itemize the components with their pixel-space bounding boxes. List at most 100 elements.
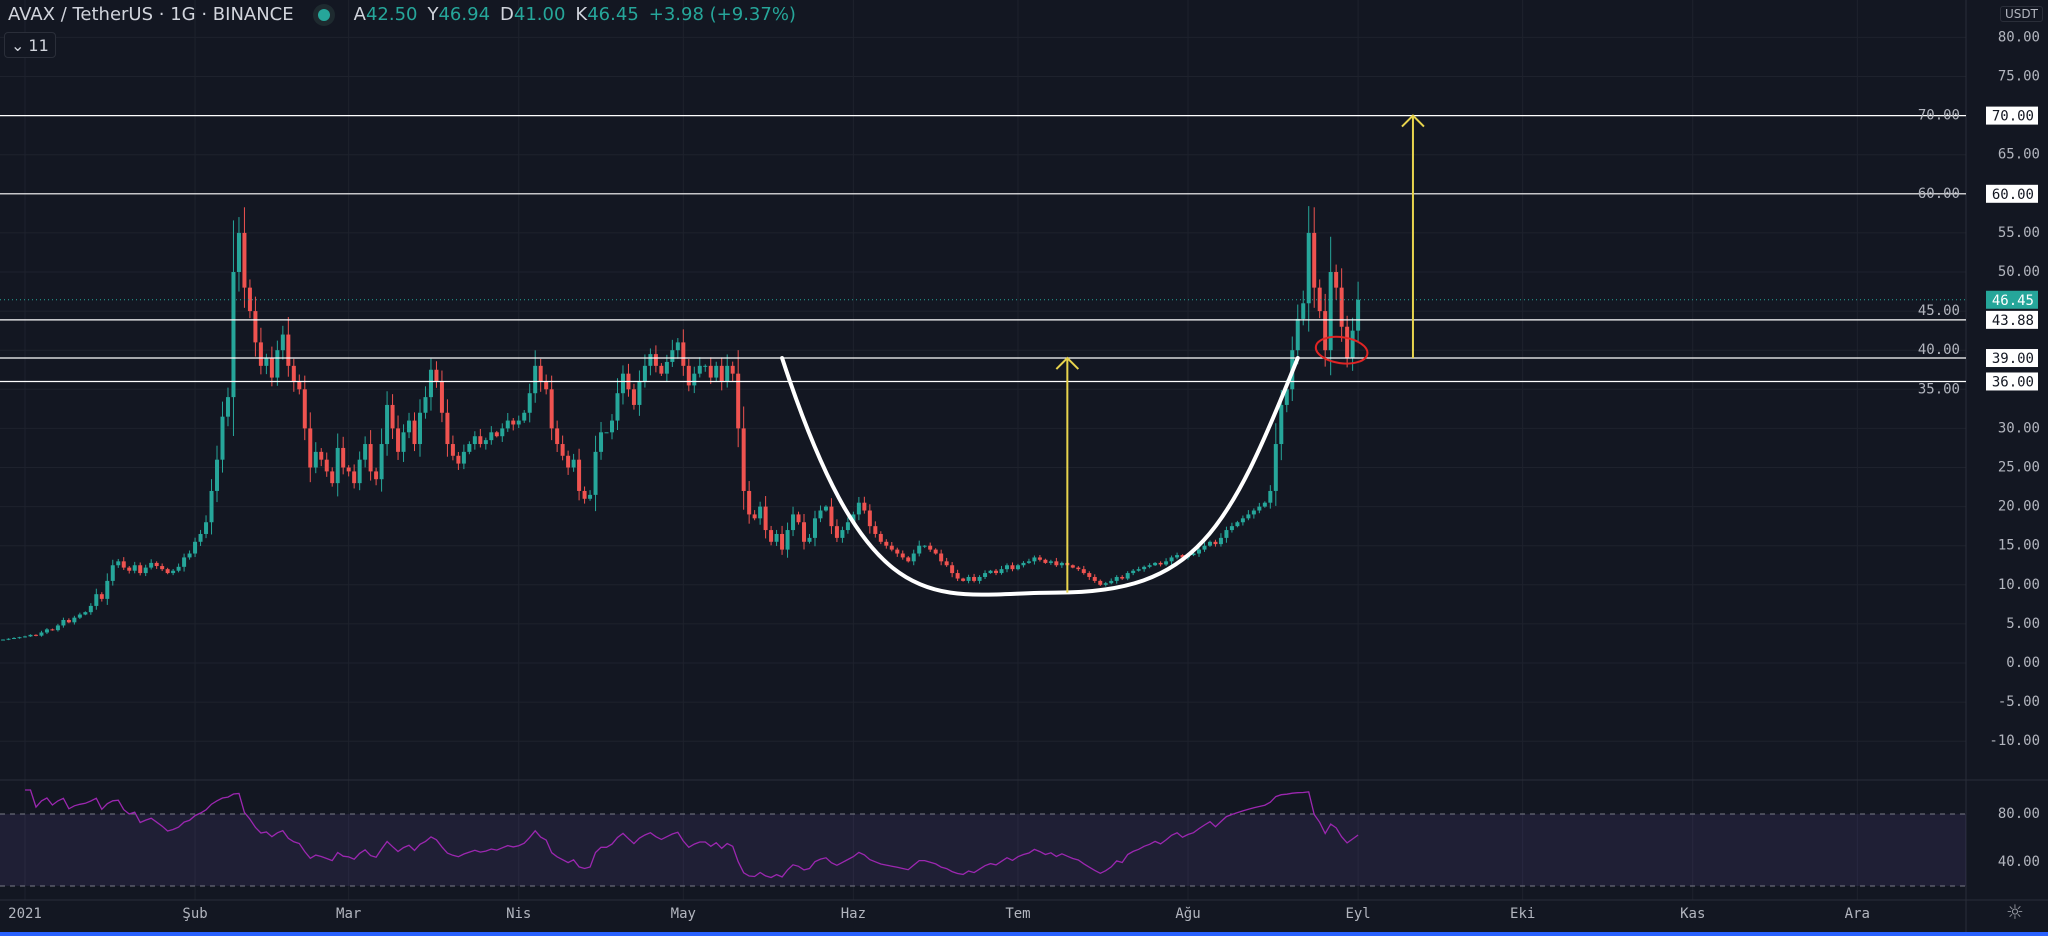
candle-down xyxy=(1345,326,1350,359)
candle-down xyxy=(165,569,170,574)
candle-up xyxy=(615,393,620,421)
candle-down xyxy=(544,381,549,390)
price-tick-label: 45.00 xyxy=(1918,303,1960,319)
time-tick-label: Tem xyxy=(1005,906,1030,922)
candle-up xyxy=(88,605,93,613)
candle-up xyxy=(620,373,625,394)
level-price-badge xyxy=(1986,349,2038,368)
candle-up xyxy=(856,502,861,515)
candle-up xyxy=(280,334,285,351)
candle-up xyxy=(83,612,88,615)
candle-down xyxy=(1098,580,1103,585)
candle-up xyxy=(522,412,527,421)
price-tick-label: 60.00 xyxy=(1918,186,1960,202)
candle-down xyxy=(780,533,785,550)
high-value: 46.94 xyxy=(438,4,491,25)
candle-up xyxy=(1021,562,1026,566)
symbol-title[interactable]: AVAX / TetherUS · 1G · BINANCE xyxy=(8,4,294,25)
candle-up xyxy=(1295,318,1300,351)
candle-up xyxy=(55,625,60,631)
level-price-badge xyxy=(1986,184,2038,203)
candle-down xyxy=(1037,557,1042,560)
candle-up xyxy=(423,397,428,413)
settings-icon[interactable]: ☼ xyxy=(2006,900,2024,924)
price-tick-label: 10.00 xyxy=(1998,577,2040,593)
low-value: 41.00 xyxy=(513,4,566,25)
candle-up xyxy=(72,617,77,623)
candle-down xyxy=(1317,287,1322,312)
candle-up xyxy=(785,530,790,550)
candle-up xyxy=(198,533,203,542)
candle-down xyxy=(555,428,560,445)
candle-up xyxy=(1169,557,1174,562)
candle-down xyxy=(368,444,373,472)
candle-down xyxy=(719,365,724,382)
candle-up xyxy=(1191,553,1196,556)
price-tick-label: 80.00 xyxy=(1998,29,2040,45)
candle-up xyxy=(357,459,362,484)
candle-up xyxy=(61,619,66,626)
open-value: 42.50 xyxy=(365,4,418,25)
candle-down xyxy=(1010,565,1015,570)
candle-up xyxy=(818,510,823,519)
candle-down xyxy=(867,510,872,527)
candle-up xyxy=(417,412,422,445)
rsi-tick-label: 80.00 xyxy=(1998,806,2040,822)
candle-down xyxy=(390,404,395,429)
candle-down xyxy=(478,436,483,445)
close-value: 46.45 xyxy=(587,4,639,25)
last-price-label: 46.45 xyxy=(1992,293,2034,309)
candle-up xyxy=(911,553,916,562)
candle-up xyxy=(840,530,845,538)
currency-label[interactable]: USDT xyxy=(2000,6,2043,22)
candle-down xyxy=(747,490,752,515)
candle-up xyxy=(571,459,576,468)
candle-down xyxy=(708,365,713,378)
candle-down xyxy=(291,365,296,382)
candle-down xyxy=(434,369,439,382)
candle-down xyxy=(802,522,807,542)
candle-up xyxy=(149,562,154,568)
candle-down xyxy=(412,420,417,445)
candle-up xyxy=(1235,522,1240,527)
level-price-label: 36.00 xyxy=(1992,374,2034,390)
candle-up xyxy=(917,545,922,554)
candle-up xyxy=(28,634,33,637)
time-tick-label: 2021 xyxy=(8,906,42,922)
candle-down xyxy=(439,381,444,413)
price-tick-label: 0.00 xyxy=(2006,655,2040,671)
candle-down xyxy=(1334,272,1339,288)
candle-down xyxy=(319,451,324,460)
candle-up xyxy=(714,365,719,378)
candle-down xyxy=(1081,569,1086,574)
candle-up xyxy=(604,432,609,434)
time-tick-label: Ağu xyxy=(1175,906,1200,922)
candle-up xyxy=(1306,232,1311,304)
level-price-label: 70.00 xyxy=(1992,109,2034,125)
candle-up xyxy=(1109,580,1114,584)
candle-up xyxy=(642,365,647,382)
price-tick-label: 35.00 xyxy=(1918,381,1960,397)
candle-up xyxy=(1301,303,1306,319)
price-tick-label: -10.00 xyxy=(1989,733,2040,749)
indicators-toggle-button[interactable]: ⌄ 11 xyxy=(4,32,56,58)
price-tick-label: 70.00 xyxy=(1918,108,1960,124)
candle-down xyxy=(1076,567,1081,570)
candle-down xyxy=(566,455,571,468)
change-value: +3.98 (+9.37%) xyxy=(648,4,796,25)
candle-down xyxy=(582,490,587,499)
candle-down xyxy=(253,311,258,343)
candle-up xyxy=(209,490,214,523)
candle-up xyxy=(1224,530,1229,538)
candle-up xyxy=(176,566,181,571)
candle-up xyxy=(1202,545,1207,550)
chevron-down-icon: ⌄ xyxy=(11,35,25,55)
candle-up xyxy=(1004,565,1009,570)
candle-down xyxy=(297,381,302,390)
candle-up xyxy=(182,557,187,567)
candle-up xyxy=(983,573,988,577)
candle-down xyxy=(352,471,357,484)
candle-down xyxy=(258,342,263,366)
candle-up xyxy=(110,565,115,581)
